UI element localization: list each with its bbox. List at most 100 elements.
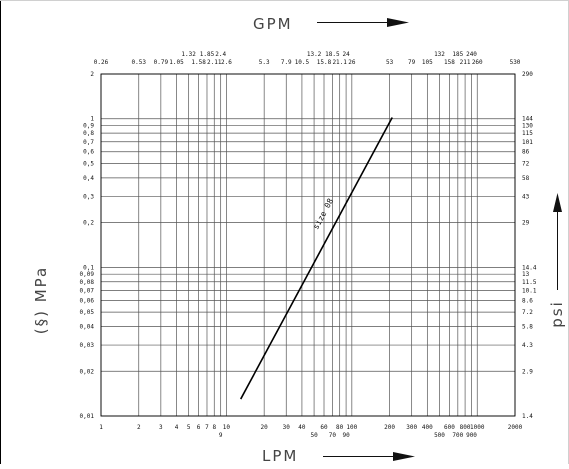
y-tick-label: 0,9 <box>83 123 94 130</box>
gpm-tick-label: 53 <box>386 59 394 66</box>
top-axis-title: GPM <box>253 15 293 33</box>
gpm-tick-label: 240 <box>466 51 477 58</box>
gpm-tick-label: 0.79 <box>154 59 169 66</box>
x-tick-label: 80 <box>336 424 344 431</box>
x-tick-label: 30 <box>283 424 291 431</box>
y-tick-label: 1 <box>90 116 94 123</box>
gpm-tick-label: 132 <box>434 51 445 58</box>
x-tick-label: 50 <box>310 432 318 439</box>
x-tick-label: 9 <box>219 432 223 439</box>
psi-tick-label: 4.3 <box>522 342 533 349</box>
gpm-tick-label: 1.85 <box>200 51 215 58</box>
gpm-tick-label: 26 <box>348 59 356 66</box>
x-tick-label: 100 <box>346 424 357 431</box>
y-tick-label: 0,7 <box>83 139 94 146</box>
psi-tick-label: 58 <box>522 175 530 182</box>
x-tick-label: 70 <box>329 432 337 439</box>
y-tick-label: 0,01 <box>80 413 95 420</box>
x-tick-label: 4 <box>175 424 179 431</box>
y-tick-label: 0,02 <box>80 368 95 375</box>
gpm-tick-label: 2.6 <box>221 59 232 66</box>
gpm-tick-label: 105 <box>422 59 433 66</box>
series-line <box>240 117 393 400</box>
y-tick-label: 0,6 <box>83 149 94 156</box>
gpm-tick-label: 18.5 <box>325 51 340 58</box>
bottom-axis-title: LPM <box>262 447 298 464</box>
y-tick-label: 0,07 <box>80 287 95 294</box>
gpm-tick-label: 21.1 <box>332 59 347 66</box>
gpm-tick-label: 24 <box>342 51 350 58</box>
tick-labels: 1 2 3 4 5 6 7 8 10 20 30 40 60 80 100 200 300 400 600 800 10… <box>80 51 537 439</box>
gpm-tick-label: 260 <box>472 59 483 66</box>
x-tick-label: 7 <box>205 424 209 431</box>
x-tick-label: 10 <box>223 424 231 431</box>
psi-tick-label: 8.6 <box>522 297 533 304</box>
psi-tick-label: 72 <box>522 160 530 167</box>
x-tick-label: 5 <box>187 424 191 431</box>
y-tick-label: 0,05 <box>80 309 95 316</box>
gpm-tick-label: 1.32 <box>181 51 196 58</box>
gpm-tick-label: 185 <box>452 51 463 58</box>
gpm-tick-label: 2.11 <box>207 59 222 66</box>
axis-titles: GPM LPM (§) MPa psi <box>32 15 566 465</box>
gpm-tick-label: 5.3 <box>259 59 270 66</box>
gpm-tick-label: 158 <box>444 59 455 66</box>
x-tick-label: 90 <box>342 432 350 439</box>
gpm-tick-label: 530 <box>510 59 521 66</box>
psi-tick-label: 1.4 <box>522 413 533 420</box>
gpm-tick-label: 13.2 <box>307 51 322 58</box>
lpm-arrow-head <box>393 452 415 461</box>
gpm-tick-label: 211 <box>460 59 471 66</box>
x-tick-label: 800 <box>460 424 471 431</box>
gpm-tick-label: 0.26 <box>94 59 109 66</box>
psi-tick-label: 2.9 <box>522 368 533 375</box>
psi-tick-label: 115 <box>522 130 533 137</box>
psi-tick-label: 10.1 <box>522 287 537 294</box>
gpm-tick-label: 15.8 <box>317 59 332 66</box>
psi-tick-label: 101 <box>522 139 533 146</box>
grid-lines <box>100 73 516 417</box>
psi-tick-label: 43 <box>522 193 530 200</box>
psi-tick-label: 290 <box>522 71 533 78</box>
x-tick-label: 60 <box>320 424 328 431</box>
psi-tick-label: 7.2 <box>522 309 533 316</box>
gpm-tick-label: 2.4 <box>215 51 226 58</box>
y-tick-label: 0,09 <box>80 271 95 278</box>
x-tick-label: 300 <box>406 424 417 431</box>
y-tick-label: 0,06 <box>80 297 95 304</box>
x-tick-label: 3 <box>159 424 163 431</box>
psi-tick-label: 86 <box>522 149 530 156</box>
gpm-tick-label: 0.53 <box>132 59 147 66</box>
psi-tick-label: 5.8 <box>522 324 533 331</box>
psi-tick-label: 14.4 <box>522 264 537 271</box>
y-tick-label: 2 <box>90 71 94 78</box>
y-tick-label: 0,08 <box>80 279 95 286</box>
y-tick-label: 0,03 <box>80 342 95 349</box>
x-tick-label: 2 <box>137 424 141 431</box>
gpm-tick-label: 79 <box>408 59 416 66</box>
plot-area <box>100 73 516 417</box>
x-tick-label: 200 <box>384 424 395 431</box>
y-tick-label: 0,04 <box>80 324 95 331</box>
y-tick-label: 0,2 <box>83 220 94 227</box>
y-tick-label: 0,4 <box>83 175 94 182</box>
psi-arrow-head <box>553 193 562 212</box>
x-tick-label: 6 <box>197 424 201 431</box>
x-tick-label: 20 <box>261 424 269 431</box>
y-tick-label: 0,3 <box>83 193 94 200</box>
psi-tick-label: 130 <box>522 123 533 130</box>
x-tick-label: 1 <box>99 424 103 431</box>
gpm-arrow-head <box>387 18 409 27</box>
psi-tick-label: 144 <box>522 116 533 123</box>
gpm-tick-label: 1.05 <box>169 59 184 66</box>
x-tick-label: 600 <box>444 424 455 431</box>
x-tick-label: 400 <box>422 424 433 431</box>
x-tick-label: 700 <box>452 432 463 439</box>
gpm-tick-label: 1.58 <box>191 59 206 66</box>
y-tick-label: 0,5 <box>83 160 94 167</box>
gpm-tick-label: 10.5 <box>295 59 310 66</box>
y-tick-label: 0,1 <box>83 264 94 271</box>
right-axis-title: psi <box>548 300 566 328</box>
